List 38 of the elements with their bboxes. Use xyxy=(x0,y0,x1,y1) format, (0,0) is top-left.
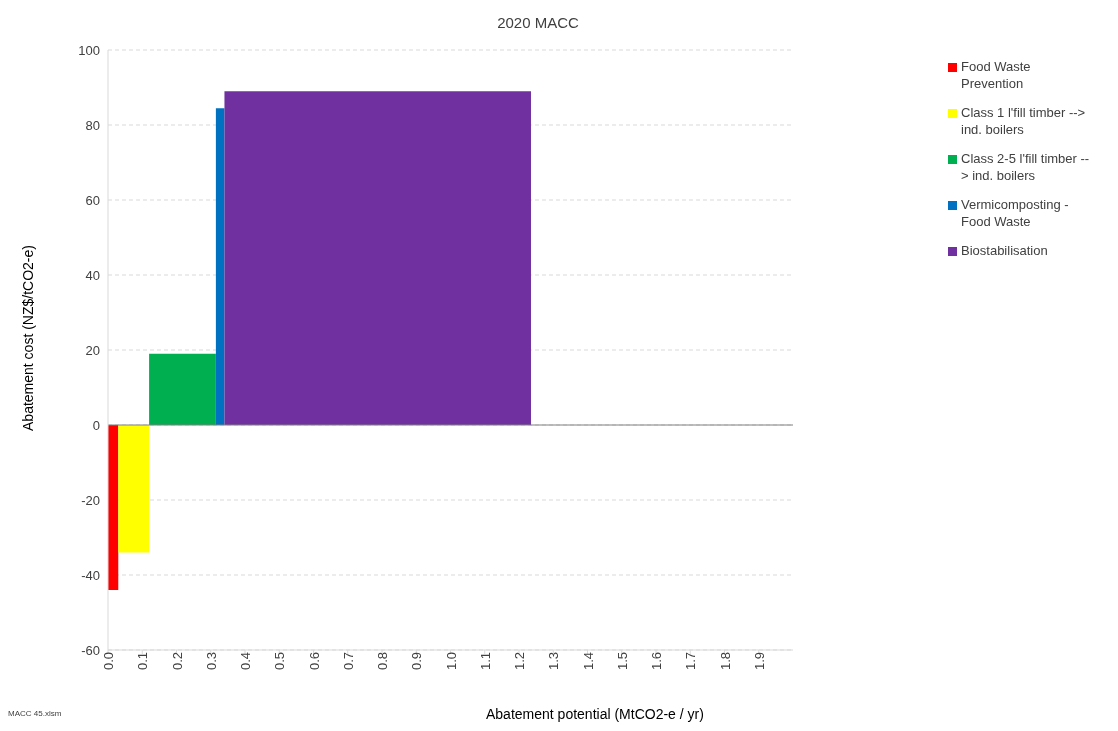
x-tick-label: 0.2 xyxy=(169,652,185,671)
x-tick-label: 0.6 xyxy=(306,652,322,671)
y-tick-label: -20 xyxy=(81,492,100,508)
chart-title: 2020 MACC xyxy=(496,14,580,31)
x-tick-label: 0.5 xyxy=(272,652,288,671)
y-tick-label: 20 xyxy=(85,342,100,358)
x-tick-label: 0.3 xyxy=(203,652,219,671)
text: MACC 45.xlsm xyxy=(8,709,62,718)
legend-label: Vermicomposting - Food Waste xyxy=(961,196,1070,230)
x-tick-label: 1.6 xyxy=(649,652,665,671)
y-tick-label: -60 xyxy=(81,642,100,658)
x-tick-label: 0.9 xyxy=(409,652,425,671)
x-tick-label: 1.8 xyxy=(717,652,733,671)
y-tick-label: -40 xyxy=(81,567,100,583)
x-tick-label: 0.1 xyxy=(135,652,151,671)
x-tick-label: 0.0 xyxy=(101,652,117,671)
x-tick-label: 1.0 xyxy=(443,652,459,671)
x-tick-label: 1.2 xyxy=(512,652,528,671)
legend-label: Class 2-5 l'fill timber --> ind. boilers xyxy=(961,150,1091,184)
x-tick-label: 0.4 xyxy=(238,652,254,671)
y-tick-label: 80 xyxy=(85,117,100,133)
legend-label: Class 1 l'fill timber --> ind. boilers xyxy=(961,104,1087,138)
y-axis-title: Abatement cost (NZ$/tCO2-e) xyxy=(20,245,37,431)
y-tick-label: 100 xyxy=(78,42,100,58)
x-tick-label: 0.8 xyxy=(375,652,391,671)
legend-label: Biostabilisation xyxy=(961,242,1048,259)
x-axis-title: Abatement potential (MtCO2-e / yr) xyxy=(485,706,705,722)
y-tick-label: 40 xyxy=(85,267,100,283)
y-tick-label: 60 xyxy=(85,192,100,208)
x-tick-label: 1.3 xyxy=(546,652,562,671)
x-tick-label: 0.7 xyxy=(340,652,356,671)
x-tick-label: 1.1 xyxy=(477,652,493,671)
x-tick-label: 1.9 xyxy=(751,652,767,671)
x-tick-label: 1.7 xyxy=(683,652,699,671)
y-tick-label: 0 xyxy=(92,417,100,433)
legend-label: Food Waste Prevention xyxy=(961,58,1032,92)
x-tick-label: 1.4 xyxy=(580,652,596,671)
x-tick-label: 1.5 xyxy=(614,652,630,671)
